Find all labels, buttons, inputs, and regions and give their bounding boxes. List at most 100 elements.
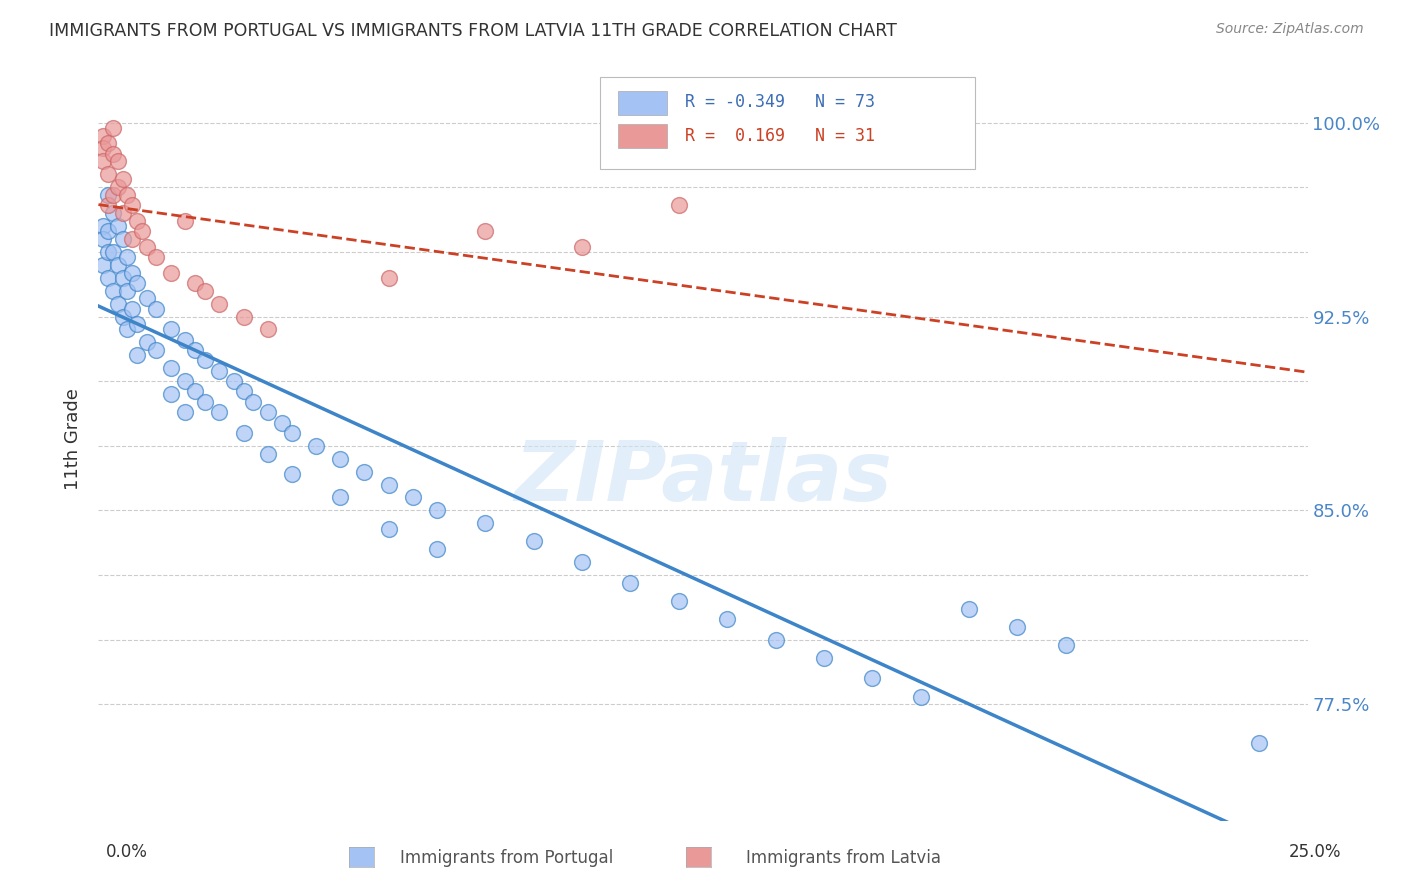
Point — [111, 232, 134, 246]
Point — [97, 136, 120, 151]
Point — [208, 405, 231, 419]
Text: Immigrants from Latvia: Immigrants from Latvia — [747, 849, 941, 867]
Point — [101, 188, 124, 202]
Point — [716, 612, 738, 626]
Point — [97, 244, 120, 259]
Point — [121, 198, 143, 212]
Point — [1054, 638, 1077, 652]
Point — [232, 425, 254, 440]
Point — [208, 296, 231, 310]
Point — [101, 206, 124, 220]
Point — [377, 477, 399, 491]
Point — [121, 301, 143, 316]
Point — [107, 258, 129, 272]
Point — [256, 322, 278, 336]
Point — [135, 335, 157, 350]
Point — [256, 405, 278, 419]
Point — [668, 198, 690, 212]
Point — [305, 439, 328, 453]
Text: R = -0.349   N = 73: R = -0.349 N = 73 — [685, 94, 875, 112]
Point — [107, 154, 129, 169]
Point — [353, 465, 375, 479]
Text: IMMIGRANTS FROM PORTUGAL VS IMMIGRANTS FROM LATVIA 11TH GRADE CORRELATION CHART: IMMIGRANTS FROM PORTUGAL VS IMMIGRANTS F… — [49, 22, 897, 40]
Point — [765, 632, 787, 647]
Point — [121, 232, 143, 246]
Point — [184, 276, 207, 290]
Point — [101, 146, 124, 161]
Text: 0.0%: 0.0% — [105, 843, 148, 861]
Point — [111, 172, 134, 186]
Point — [474, 516, 496, 531]
Point — [145, 250, 167, 264]
Point — [174, 214, 197, 228]
Point — [145, 343, 167, 358]
Point — [281, 467, 304, 482]
Point — [97, 198, 120, 212]
Point — [256, 446, 278, 460]
Point — [194, 394, 217, 409]
Point — [97, 188, 120, 202]
Point — [101, 120, 124, 135]
Point — [184, 343, 207, 358]
Point — [1007, 620, 1029, 634]
Point — [145, 301, 167, 316]
Point — [160, 361, 183, 376]
Text: 25.0%: 25.0% — [1288, 843, 1341, 861]
Point — [160, 322, 183, 336]
Point — [329, 451, 352, 466]
Point — [117, 322, 139, 336]
Point — [101, 244, 124, 259]
Point — [184, 384, 207, 399]
Point — [121, 266, 143, 280]
Point — [222, 374, 245, 388]
Point — [194, 284, 217, 298]
Point — [571, 240, 593, 254]
Point — [426, 542, 449, 557]
Bar — [619, 91, 666, 115]
Point — [281, 425, 304, 440]
Point — [271, 416, 294, 430]
Point — [402, 491, 425, 505]
Point — [160, 266, 183, 280]
Point — [194, 353, 217, 368]
Point — [127, 214, 149, 228]
Point — [127, 276, 149, 290]
Bar — [619, 124, 666, 148]
Point — [813, 650, 835, 665]
Point — [97, 270, 120, 285]
Point — [97, 224, 120, 238]
Point — [523, 534, 546, 549]
Point — [619, 575, 641, 590]
Point — [232, 310, 254, 324]
Point — [174, 405, 197, 419]
Point — [329, 491, 352, 505]
Point — [117, 284, 139, 298]
Point — [111, 270, 134, 285]
Point — [117, 250, 139, 264]
Point — [91, 258, 114, 272]
Text: R =  0.169   N = 31: R = 0.169 N = 31 — [685, 127, 875, 145]
Point — [474, 224, 496, 238]
Point — [860, 672, 883, 686]
Point — [377, 521, 399, 535]
Point — [208, 364, 231, 378]
Point — [232, 384, 254, 399]
Point — [91, 141, 114, 155]
Point — [91, 154, 114, 169]
Point — [107, 219, 129, 233]
Point — [127, 318, 149, 332]
Point — [111, 206, 134, 220]
Point — [117, 188, 139, 202]
Point — [135, 240, 157, 254]
Point — [1249, 736, 1271, 750]
Point — [160, 387, 183, 401]
Y-axis label: 11th Grade: 11th Grade — [65, 388, 83, 491]
Point — [668, 594, 690, 608]
Point — [957, 601, 980, 615]
Point — [174, 374, 197, 388]
Text: ZIPatlas: ZIPatlas — [515, 437, 891, 518]
Point — [97, 167, 120, 181]
Point — [101, 284, 124, 298]
Point — [107, 296, 129, 310]
Text: Source: ZipAtlas.com: Source: ZipAtlas.com — [1216, 22, 1364, 37]
